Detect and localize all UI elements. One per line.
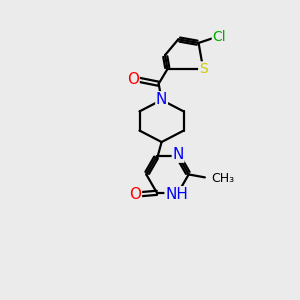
Text: N: N	[156, 92, 167, 107]
Text: CH₃: CH₃	[212, 172, 235, 185]
Text: O: O	[129, 187, 141, 202]
Text: Cl: Cl	[212, 30, 226, 44]
Text: S: S	[199, 62, 208, 76]
Text: N: N	[172, 147, 184, 162]
Text: O: O	[127, 72, 139, 87]
Text: NH: NH	[165, 187, 188, 202]
